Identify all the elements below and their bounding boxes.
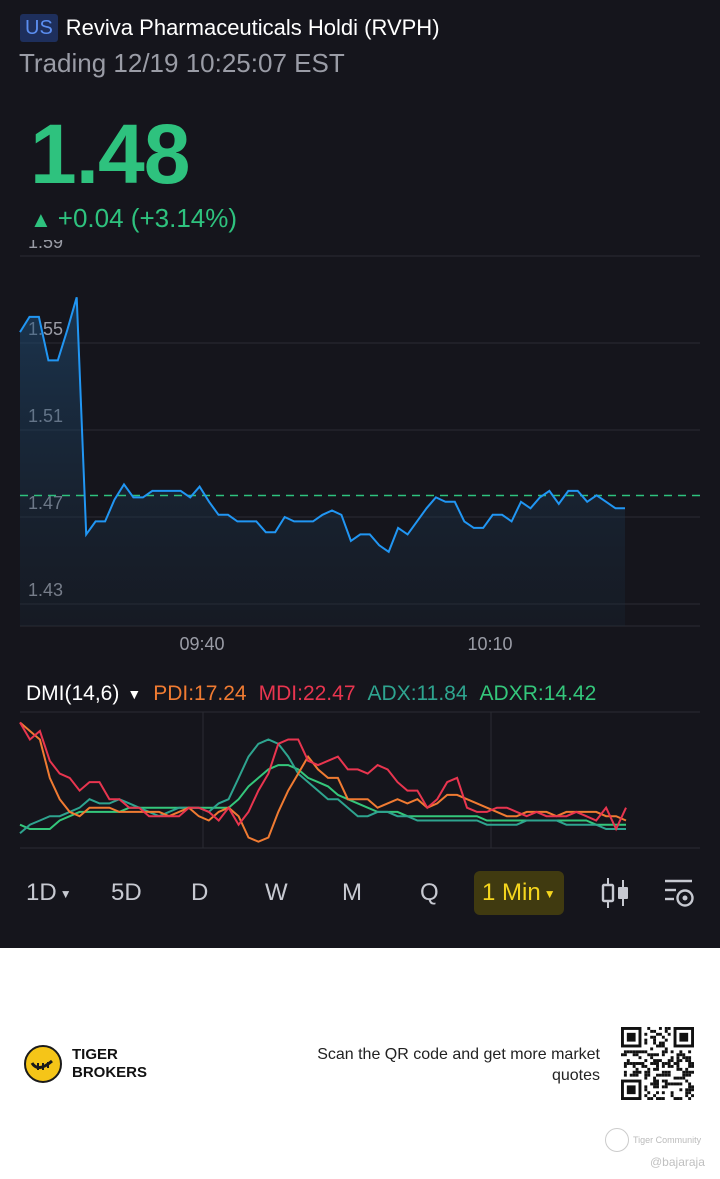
tiger-brokers-logo: TIGER BROKERS: [24, 1045, 147, 1083]
price-x-axis: 09:40 10:10: [179, 634, 512, 654]
qr-code-icon[interactable]: [621, 1027, 694, 1100]
caret-down-icon: ▼: [59, 886, 72, 901]
mdi-line: [19, 721, 627, 832]
price-x-label: 09:40: [179, 634, 224, 654]
chart-settings-icon[interactable]: [662, 876, 696, 910]
price-y-label: 1.59: [28, 240, 63, 252]
dmi-indicator-bar[interactable]: DMI(14,6) ▼ PDI:17.24 MDI:22.47 ADX:11.8…: [26, 682, 596, 706]
pdi-line: [19, 721, 627, 843]
scan-qr-text: Scan the QR code and get more market quo…: [317, 1046, 600, 1084]
caret-down-icon: ▼: [543, 886, 556, 901]
caret-down-icon[interactable]: ▼: [127, 686, 142, 702]
period-tabs: 1D ▼ 5D D W M Q 1 Min ▼: [0, 868, 720, 918]
stock-name: Reviva Pharmaceuticals Holdi (RVPH): [65, 15, 440, 40]
tab-5d[interactable]: 5D: [111, 879, 142, 906]
candlestick-icon[interactable]: [600, 876, 632, 910]
brand-text: TIGER BROKERS: [72, 1046, 148, 1081]
market-badge: US: [20, 14, 58, 42]
price-change: ▲ +0.04 (+3.14%): [30, 203, 237, 234]
tab-month[interactable]: M: [342, 879, 362, 906]
tab-week[interactable]: W: [265, 879, 288, 906]
community-watermark: Tiger Community: [605, 1128, 701, 1152]
app-screen: [0, 0, 720, 948]
stock-header: US Reviva Pharmaceuticals Holdi (RVPH): [20, 14, 440, 42]
up-arrow-icon: ▲: [30, 207, 52, 232]
tiger-logo-icon: [24, 1045, 62, 1083]
adx-value: ADX:11.84: [367, 682, 468, 705]
change-value: +0.04 (+3.14%): [57, 203, 238, 233]
price-x-label: 10:10: [467, 634, 512, 654]
dmi-chart[interactable]: [0, 706, 720, 856]
community-logo-icon: [605, 1128, 629, 1152]
username-watermark: @bajaraja: [650, 1155, 705, 1169]
last-price: 1.48: [30, 107, 190, 201]
price-area: [20, 297, 625, 626]
adxr-value: ADXR:14.42: [479, 682, 597, 705]
trading-status: Trading 12/19 10:25:07 EST: [19, 48, 345, 78]
dmi-grid: [20, 711, 700, 849]
indicator-name[interactable]: DMI(14,6): [26, 682, 120, 705]
adx-line: [19, 738, 626, 834]
pdi-value: PDI:17.24: [153, 682, 247, 705]
tab-1-min[interactable]: 1 Min ▼: [474, 871, 564, 915]
mdi-value: MDI:22.47: [258, 682, 356, 705]
tab-day[interactable]: D: [191, 879, 209, 906]
tab-1d[interactable]: 1D ▼: [26, 879, 72, 906]
tab-quarter[interactable]: Q: [420, 879, 439, 906]
price-line: [19, 297, 625, 554]
